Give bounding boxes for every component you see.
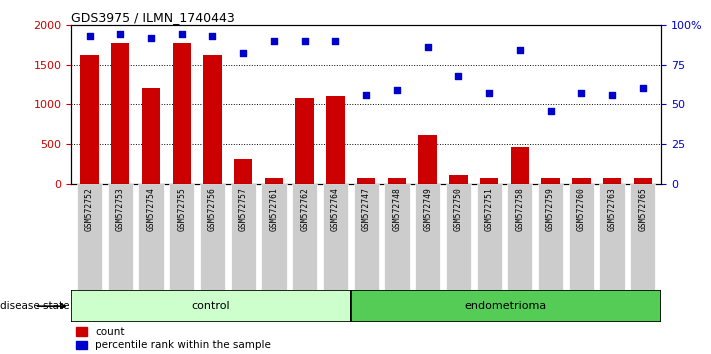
Bar xyxy=(357,178,375,184)
FancyBboxPatch shape xyxy=(139,184,164,290)
FancyBboxPatch shape xyxy=(385,184,410,290)
Text: control: control xyxy=(191,301,230,311)
Point xyxy=(176,32,188,37)
Point xyxy=(545,108,556,114)
Point xyxy=(606,92,618,98)
Point xyxy=(483,90,495,96)
FancyBboxPatch shape xyxy=(476,184,502,290)
Bar xyxy=(111,43,129,184)
FancyBboxPatch shape xyxy=(200,184,225,290)
Point xyxy=(145,35,156,40)
Point xyxy=(299,38,311,44)
FancyBboxPatch shape xyxy=(292,184,317,290)
Bar xyxy=(234,159,252,184)
Bar xyxy=(634,178,652,184)
Point xyxy=(576,90,587,96)
Point xyxy=(391,87,402,93)
Bar xyxy=(296,98,314,184)
Point xyxy=(114,32,126,37)
Point xyxy=(237,51,249,56)
FancyBboxPatch shape xyxy=(77,184,102,290)
Text: GSM572752: GSM572752 xyxy=(85,187,94,231)
FancyBboxPatch shape xyxy=(71,290,351,322)
Bar xyxy=(173,43,191,184)
Bar xyxy=(510,147,529,184)
Text: disease state: disease state xyxy=(0,301,70,311)
Point xyxy=(637,86,648,91)
Text: GSM572751: GSM572751 xyxy=(485,187,493,231)
FancyBboxPatch shape xyxy=(262,184,287,290)
Point xyxy=(514,47,525,53)
Text: GSM572759: GSM572759 xyxy=(546,187,555,231)
Text: endometrioma: endometrioma xyxy=(465,301,547,311)
Point xyxy=(330,38,341,44)
Point xyxy=(453,73,464,79)
FancyBboxPatch shape xyxy=(630,184,656,290)
FancyBboxPatch shape xyxy=(353,184,379,290)
Text: GSM572757: GSM572757 xyxy=(239,187,247,231)
Bar xyxy=(418,136,437,184)
Point xyxy=(207,33,218,39)
Point xyxy=(84,33,95,39)
FancyBboxPatch shape xyxy=(169,184,194,290)
Point xyxy=(422,44,433,50)
Bar xyxy=(387,178,406,184)
FancyBboxPatch shape xyxy=(107,184,133,290)
Text: GDS3975 / ILMN_1740443: GDS3975 / ILMN_1740443 xyxy=(71,11,235,24)
FancyBboxPatch shape xyxy=(415,184,440,290)
Text: GSM572753: GSM572753 xyxy=(116,187,124,231)
Text: GSM572763: GSM572763 xyxy=(608,187,616,231)
FancyBboxPatch shape xyxy=(323,184,348,290)
Legend: count, percentile rank within the sample: count, percentile rank within the sample xyxy=(76,327,271,350)
FancyBboxPatch shape xyxy=(351,290,661,322)
Text: GSM572764: GSM572764 xyxy=(331,187,340,231)
Bar xyxy=(572,178,591,184)
Bar xyxy=(326,96,345,184)
Text: GSM572750: GSM572750 xyxy=(454,187,463,231)
Text: GSM572755: GSM572755 xyxy=(177,187,186,231)
Text: GSM572749: GSM572749 xyxy=(423,187,432,231)
Text: GSM572760: GSM572760 xyxy=(577,187,586,231)
Text: GSM572762: GSM572762 xyxy=(300,187,309,231)
Bar xyxy=(541,178,560,184)
FancyBboxPatch shape xyxy=(599,184,625,290)
FancyBboxPatch shape xyxy=(538,184,563,290)
Text: GSM572761: GSM572761 xyxy=(269,187,279,231)
Point xyxy=(360,92,372,98)
Bar xyxy=(80,55,99,184)
Text: GSM572765: GSM572765 xyxy=(638,187,647,231)
Point xyxy=(268,38,279,44)
FancyBboxPatch shape xyxy=(446,184,471,290)
Text: GSM572747: GSM572747 xyxy=(362,187,370,231)
Text: GSM572756: GSM572756 xyxy=(208,187,217,231)
FancyBboxPatch shape xyxy=(230,184,256,290)
Bar xyxy=(141,88,160,184)
Bar xyxy=(264,178,283,184)
FancyBboxPatch shape xyxy=(507,184,533,290)
Text: GSM572754: GSM572754 xyxy=(146,187,156,231)
Bar xyxy=(603,178,621,184)
FancyBboxPatch shape xyxy=(569,184,594,290)
Text: GSM572758: GSM572758 xyxy=(515,187,524,231)
Bar xyxy=(203,55,222,184)
Bar xyxy=(449,175,468,184)
Text: GSM572748: GSM572748 xyxy=(392,187,402,231)
Bar xyxy=(480,178,498,184)
